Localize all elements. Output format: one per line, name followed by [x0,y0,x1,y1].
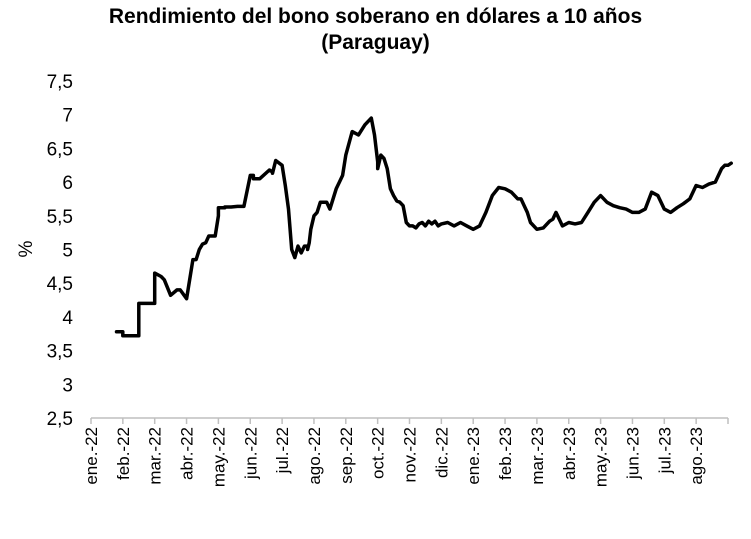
chart-title-line-2: (Paraguay) [321,31,430,54]
y-axis-ticks: 2,5 3 3,5 4 4,5 5 5,5 6 6,5 7 7,5 [47,72,74,430]
x-tick-label: may.-22 [209,427,228,487]
x-tick-label: ene.-23 [464,427,483,485]
x-tick-label: dic.-22 [432,427,451,478]
x-tick-label: mar.-23 [528,427,547,485]
y-tick-label: 6,5 [47,139,73,160]
x-tick-label: jul.-22 [273,427,292,474]
y-tick-label: 3 [62,375,73,396]
y-tick-label: 3,5 [47,342,73,363]
y-tick-label: 5,5 [47,207,73,228]
series-line-yield [114,116,733,338]
x-tick-label: oct.-22 [369,427,388,479]
x-tick-label: mar.-22 [146,427,165,485]
x-tick-label: may.-23 [592,427,611,487]
x-tick-label: abr.-22 [178,427,197,480]
y-tick-label: 2,5 [47,409,73,430]
x-tick-label: feb.-22 [114,427,133,480]
x-tick-label: feb.-23 [496,427,515,480]
x-tick-label: ene.-22 [82,427,101,485]
chart-title-line-1: Rendimiento del bono soberano en dólares… [108,5,643,28]
x-tick-label: ago.-23 [687,427,706,485]
chart-title: Rendimiento del bono soberano en dólares… [0,4,751,56]
x-axis-ticks: ene.-22 feb.-22 mar.-22 abr.-22 may.-22 jun.-… [82,418,729,487]
x-tick-label: jun.-22 [241,427,260,480]
x-tick-label: jun.-23 [623,427,642,480]
x-tick-label: abr.-23 [560,427,579,480]
x-tick-label: sep.-22 [337,427,356,484]
y-tick-label: 7 [62,106,73,127]
y-tick-label: 5 [62,241,73,262]
x-tick-label: jul.-23 [655,427,674,474]
y-axis-label: % [16,240,37,257]
x-tick-label: ago.-22 [305,427,324,485]
y-tick-label: 6 [62,173,73,194]
y-tick-label: 4 [62,308,73,329]
y-tick-label: 7,5 [47,72,73,93]
x-tick-label: nov.-22 [401,427,420,482]
y-tick-label: 4,5 [47,274,73,295]
